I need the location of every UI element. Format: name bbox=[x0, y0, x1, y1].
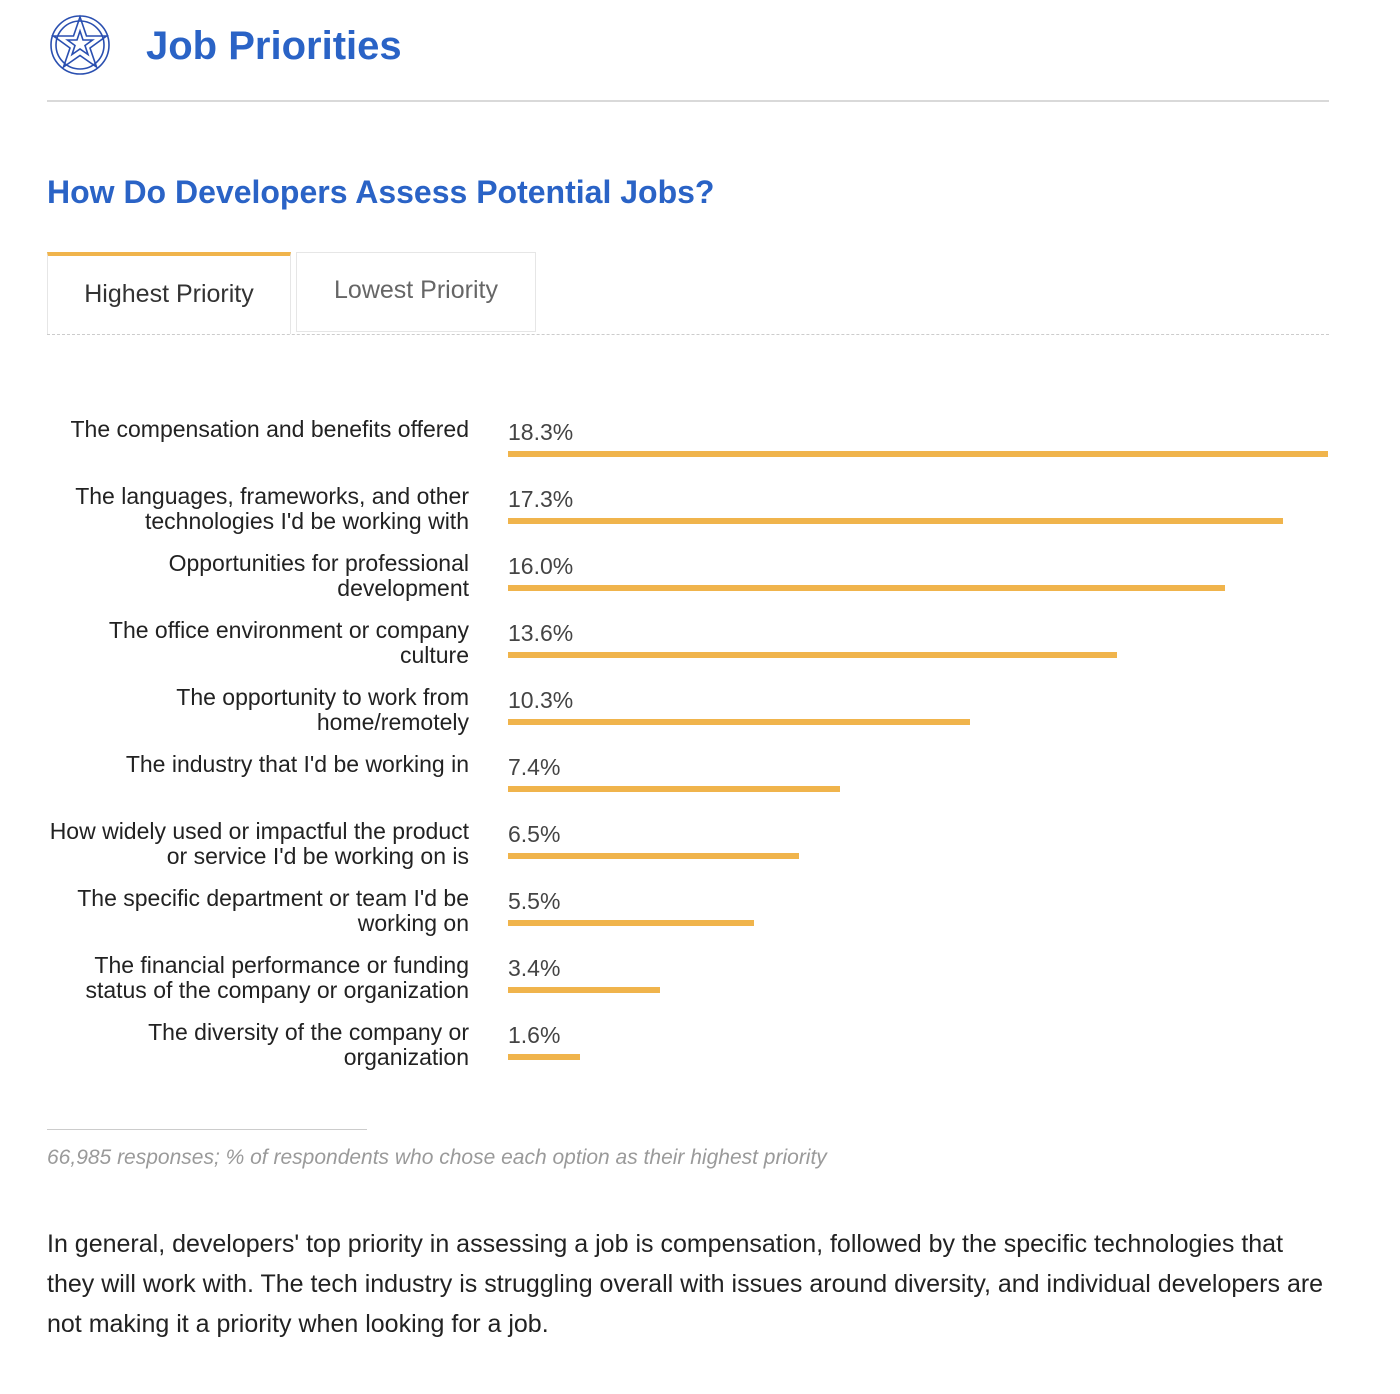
value-label: 5.5% bbox=[508, 888, 561, 914]
page-title: Job Priorities bbox=[146, 24, 402, 68]
bar bbox=[508, 987, 660, 993]
chart-footnote: 66,985 responses; % of respondents who c… bbox=[47, 1146, 827, 1169]
value-label: 18.3% bbox=[508, 419, 574, 445]
category-label: The diversity of the company or organiza… bbox=[148, 1019, 469, 1070]
section-title: How Do Developers Assess Potential Jobs? bbox=[47, 174, 715, 210]
bar bbox=[508, 853, 799, 859]
category-label: How widely used or impactful the product… bbox=[49, 818, 469, 869]
category-label: The industry that I'd be working in bbox=[125, 751, 469, 777]
value-label: 3.4% bbox=[508, 955, 561, 981]
tab-highest-priority[interactable]: Highest Priority bbox=[47, 252, 291, 334]
value-label: 13.6% bbox=[508, 620, 574, 646]
bar bbox=[508, 652, 1117, 658]
footnote-divider bbox=[47, 1129, 367, 1130]
priority-tabs: Highest Priority Lowest Priority bbox=[47, 252, 1329, 335]
page-header: Job Priorities bbox=[47, 12, 1329, 102]
star-badge-icon bbox=[50, 14, 110, 75]
tab-lowest-priority[interactable]: Lowest Priority bbox=[296, 252, 536, 332]
category-label: Opportunities for professional developme… bbox=[168, 550, 469, 601]
category-label: The languages, frameworks, and other tec… bbox=[75, 483, 469, 534]
bar bbox=[508, 585, 1225, 591]
bar bbox=[508, 451, 1328, 457]
category-label: The financial performance or funding sta… bbox=[85, 952, 469, 1003]
category-label: The specific department or team I'd be w… bbox=[77, 885, 469, 936]
summary-paragraph: In general, developers' top priority in … bbox=[47, 1230, 1324, 1338]
value-label: 17.3% bbox=[508, 486, 574, 512]
bar bbox=[508, 518, 1283, 524]
value-label: 10.3% bbox=[508, 687, 574, 713]
value-label: 7.4% bbox=[508, 754, 561, 780]
value-label: 6.5% bbox=[508, 821, 561, 847]
bar bbox=[508, 920, 754, 926]
bar bbox=[508, 719, 970, 725]
category-label: The office environment or company cultur… bbox=[108, 617, 469, 668]
bar bbox=[508, 1054, 580, 1060]
category-label: The compensation and benefits offered bbox=[70, 416, 469, 442]
value-label: 16.0% bbox=[508, 553, 574, 579]
category-label: The opportunity to work from home/remote… bbox=[176, 684, 469, 735]
value-label: 1.6% bbox=[508, 1022, 561, 1048]
bar bbox=[508, 786, 840, 792]
